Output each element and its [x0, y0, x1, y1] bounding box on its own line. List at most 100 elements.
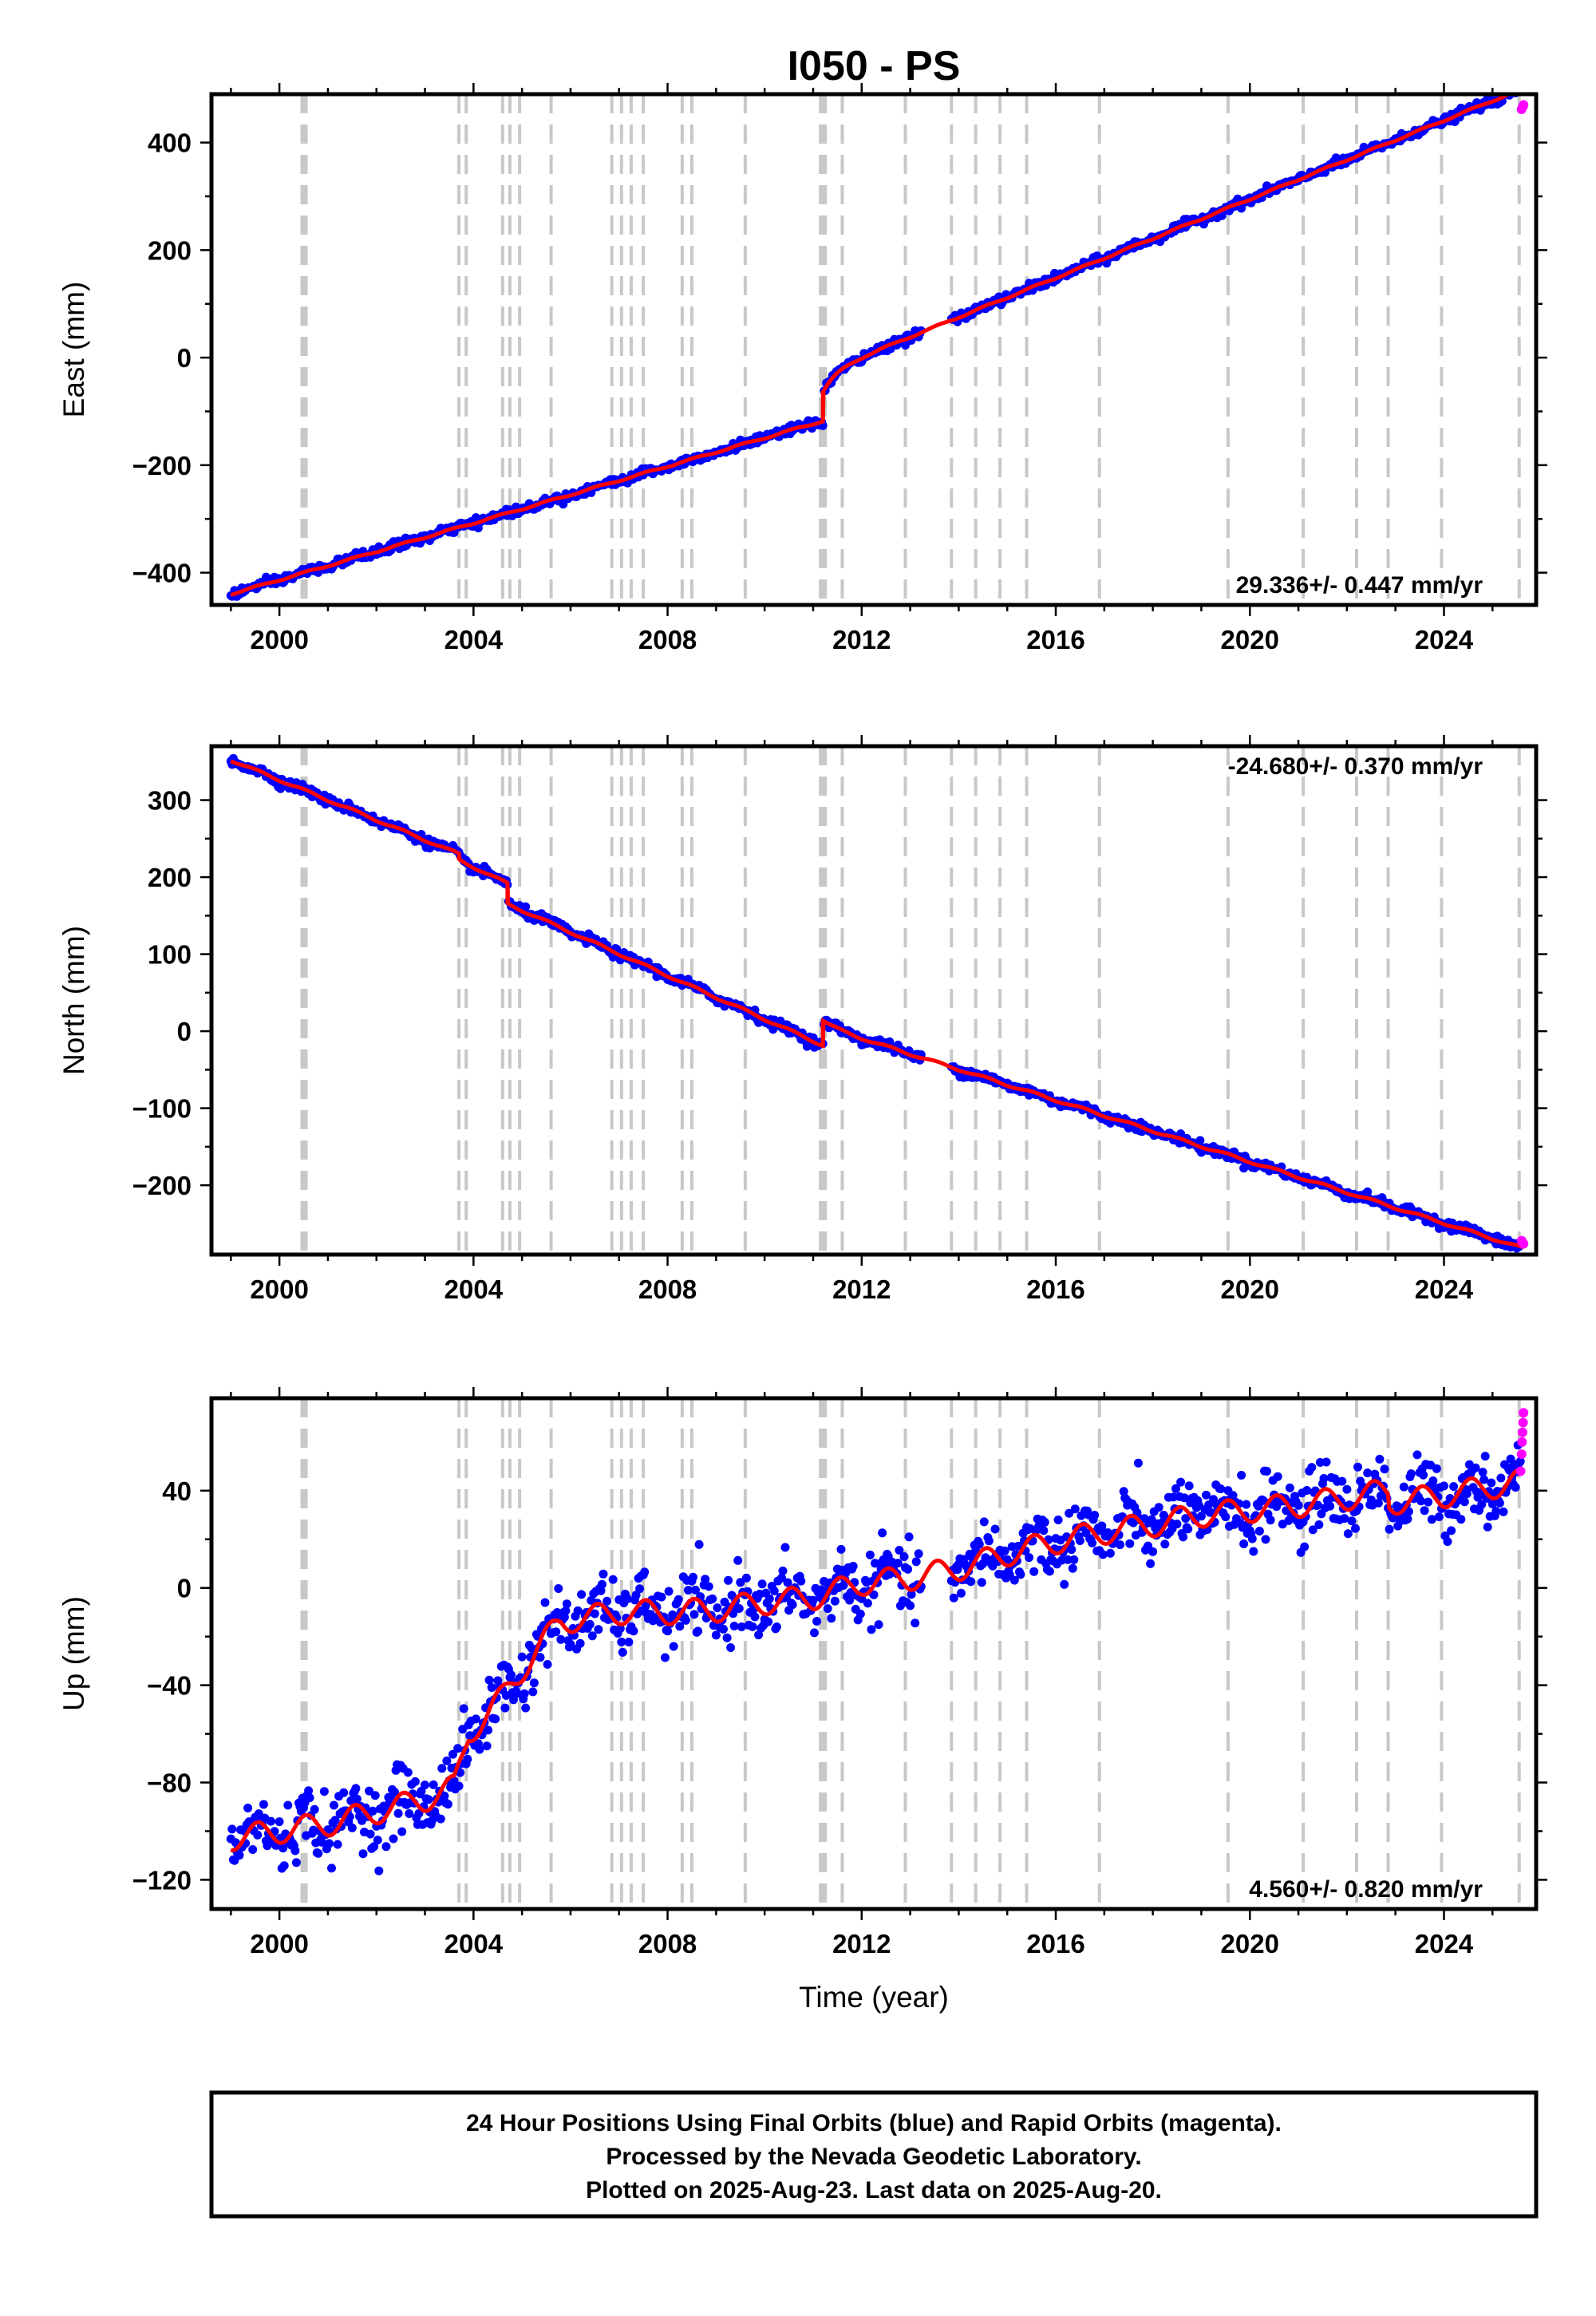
- data-point: [304, 1786, 314, 1796]
- data-point: [1347, 1516, 1357, 1526]
- north-panel: 2000 2004 2008 2012 2016 2020 2024 −200 −100 0 100…: [57, 735, 1547, 1304]
- data-point: [1105, 1548, 1115, 1558]
- data-point: [839, 1581, 848, 1590]
- data-point: [669, 1642, 678, 1651]
- x-tick-label: 2016: [1026, 1275, 1084, 1304]
- data-point: [1419, 1470, 1428, 1480]
- data-point: [528, 1687, 538, 1697]
- data-point: [279, 1861, 289, 1871]
- data-point: [848, 1562, 858, 1571]
- rapid-point: [1518, 1417, 1528, 1428]
- data-point: [748, 1622, 757, 1631]
- data-point: [1375, 1454, 1385, 1464]
- x-ticks: 2000 2004 2008 2012 2016 2020 2024: [230, 735, 1494, 1304]
- data-point: [1063, 1555, 1073, 1564]
- data-point: [1254, 1527, 1264, 1535]
- data-point: [729, 1622, 739, 1630]
- data-point: [615, 1624, 625, 1634]
- data-point: [1249, 1547, 1258, 1556]
- y-axis-label: Up (mm): [57, 1596, 90, 1711]
- data-point: [1266, 1516, 1275, 1525]
- data-point: [561, 1606, 571, 1615]
- data-point: [769, 1587, 779, 1595]
- data-point: [724, 1575, 733, 1585]
- rapid-point: [1517, 1437, 1527, 1447]
- data-point: [1353, 1462, 1362, 1472]
- y-tick-label: 200: [148, 863, 192, 892]
- data-point: [1416, 1496, 1426, 1506]
- data-point: [575, 1638, 585, 1648]
- data-point: [358, 1849, 368, 1859]
- data-point: [1321, 1457, 1331, 1467]
- x-tick-label: 2020: [1221, 1275, 1279, 1304]
- data-point: [540, 1598, 550, 1607]
- data-point: [1148, 1547, 1158, 1556]
- data-point: [788, 1600, 797, 1610]
- data-point: [248, 1845, 258, 1854]
- data-point: [624, 1638, 634, 1646]
- data-point: [1009, 1575, 1019, 1585]
- data-point: [1428, 1476, 1438, 1485]
- data-point: [1307, 1463, 1317, 1472]
- y-tick-label: 200: [148, 235, 192, 265]
- data-point: [1088, 1538, 1097, 1547]
- data-point: [436, 1814, 445, 1824]
- data-point: [657, 1592, 666, 1602]
- y-ticks: −120 −80 −40 0 40: [132, 1476, 1547, 1895]
- rapid-point: [1519, 100, 1529, 110]
- data-point: [974, 1539, 984, 1549]
- data-point: [1262, 1467, 1271, 1476]
- data-point: [1300, 1542, 1310, 1551]
- up-panel: 2000 2004 2008 2012 2016 2020 2024 −120 −80 −40 0 4…: [57, 1387, 1547, 1958]
- data-point: [1075, 1536, 1084, 1545]
- data-point: [1116, 1540, 1125, 1550]
- x-tick-label: 2012: [832, 1275, 891, 1304]
- data-point: [327, 1863, 336, 1873]
- data-point: [736, 1578, 745, 1587]
- data-point: [733, 1555, 743, 1565]
- x-tick-label: 2004: [444, 625, 504, 654]
- x-tick-label: 2024: [1415, 1929, 1474, 1958]
- data-point: [484, 1675, 494, 1685]
- data-point: [750, 1612, 760, 1622]
- data-point: [641, 1601, 650, 1611]
- footer-line-1: 24 Hour Positions Using Final Orbits (bl…: [466, 2110, 1282, 2136]
- data-point: [734, 1604, 744, 1613]
- data-point: [1462, 1489, 1472, 1499]
- y-tick-label: −40: [147, 1671, 192, 1701]
- data-point: [512, 1689, 522, 1698]
- data-point: [874, 1620, 883, 1630]
- rapid-point: [1519, 1408, 1529, 1418]
- model-fit-line: [230, 1467, 1525, 1853]
- y-tick-label: −200: [132, 1171, 192, 1200]
- data-point: [1184, 1481, 1194, 1491]
- data-point: [683, 1586, 693, 1595]
- x-tick-label: 2016: [1026, 1929, 1084, 1958]
- data-point: [475, 1745, 484, 1754]
- data-point: [711, 1630, 721, 1640]
- data-point: [618, 1647, 627, 1657]
- data-point: [370, 1791, 380, 1800]
- data-point: [381, 1842, 391, 1852]
- data-point: [966, 1577, 976, 1587]
- x-tick-label: 2004: [444, 1929, 504, 1958]
- data-point: [573, 1606, 583, 1615]
- data-point: [471, 1714, 480, 1724]
- data-point: [1195, 1136, 1205, 1145]
- data-point: [1456, 1515, 1466, 1524]
- data-point: [243, 1804, 253, 1812]
- data-point: [1343, 1529, 1353, 1539]
- model-fit-line: [230, 94, 1513, 597]
- y-tick-label: −200: [132, 451, 192, 480]
- rapid-point: [1515, 1466, 1526, 1476]
- data-point: [453, 1744, 463, 1753]
- data-point: [458, 1725, 468, 1734]
- data-point: [1068, 1563, 1077, 1573]
- data-point: [365, 1786, 374, 1796]
- data-point: [1065, 1508, 1074, 1518]
- data-point: [1495, 1498, 1504, 1508]
- data-point: [1053, 1516, 1063, 1524]
- footer-line-2: Processed by the Nevada Geodetic Laborat…: [606, 2144, 1141, 2170]
- data-point: [836, 1544, 846, 1554]
- data-point: [1491, 1507, 1501, 1516]
